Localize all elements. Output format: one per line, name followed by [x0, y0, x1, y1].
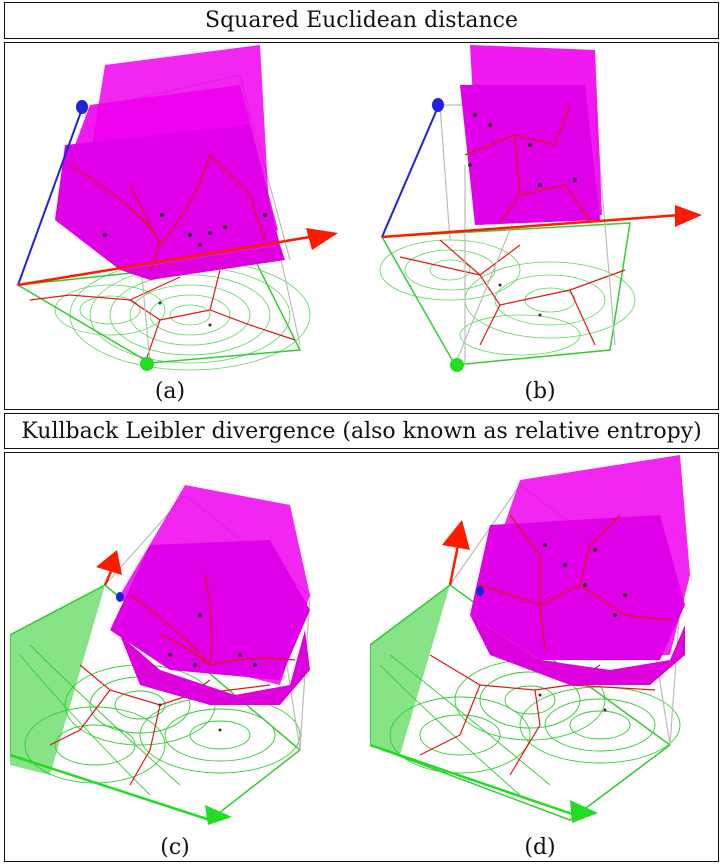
panel-d-axis-red: [448, 544, 460, 586]
panel-d-blue-marker: [476, 586, 484, 596]
panel-a-axis-red: [17, 235, 311, 287]
panel-d-green-arrowhead: [570, 800, 598, 823]
panel-d-red-arrowhead: [442, 520, 470, 550]
panel-c-axis-green: [10, 753, 211, 822]
panel-b-blue-marker: [432, 98, 444, 112]
panel-b-surface: [460, 45, 602, 225]
panel-c: [10, 485, 311, 825]
top-section-title: Squared Euclidean distance: [205, 8, 518, 33]
panel-b-red-arrowhead: [675, 205, 702, 227]
panel-a-sites: [103, 213, 267, 327]
panel-c-red-arrowhead: [96, 550, 122, 575]
panel-a-red-arrowhead: [306, 228, 338, 250]
panel-b-voronoi-floor: [399, 239, 626, 346]
panel-d: [370, 455, 690, 823]
caption-a: (a): [154, 379, 186, 404]
panel-c-sites: [158, 613, 257, 732]
panel-c-green-arrowhead: [205, 805, 232, 825]
panel-c-blue-marker: [116, 592, 124, 602]
panel-b-contour-floor: [380, 222, 631, 366]
panel-b-axis-blue: [381, 106, 439, 238]
caption-b: (b): [524, 379, 556, 404]
panel-c-voronoi-surface: [129, 574, 296, 666]
bottom-section-title: Kullback Leibler divergence (also known …: [21, 418, 702, 444]
panel-d-surface: [470, 455, 690, 685]
panel-d-contour-floor: [370, 584, 672, 821]
panel-a-blue-marker: [76, 100, 88, 114]
panel-b: [379, 45, 702, 372]
panel-d-axis-green: [370, 743, 576, 817]
panel-b-green-marker: [450, 358, 464, 372]
caption-d: (d): [524, 835, 556, 860]
panel-b-sites: [468, 113, 577, 317]
caption-c: (c): [160, 835, 190, 860]
panel-a: [15, 45, 338, 371]
panel-a-axis-blue: [17, 108, 83, 286]
panel-a-surface: [55, 45, 285, 280]
panel-d-sites: [538, 543, 627, 712]
panel-d-voronoi-surface: [479, 514, 671, 651]
panel-b-voronoi-surface: [464, 104, 591, 224]
panel-a-green-marker: [140, 357, 154, 371]
panel-a-voronoi-surface: [69, 154, 266, 271]
bottom-section-title-box: Kullback Leibler divergence (also known …: [4, 413, 719, 449]
panel-c-surface: [110, 485, 310, 705]
panel-b-axis-red: [381, 213, 681, 239]
top-section-title-box: Squared Euclidean distance: [4, 2, 719, 39]
